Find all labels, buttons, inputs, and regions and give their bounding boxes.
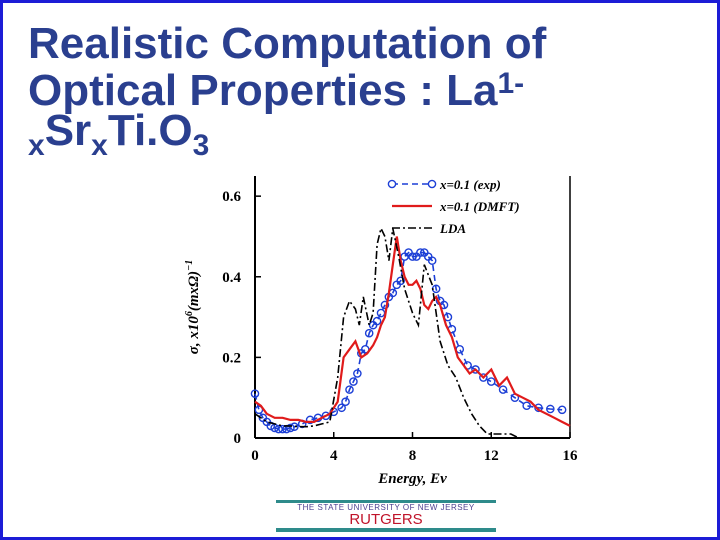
rutgers-footer: THE STATE UNIVERSITY OF NEW JERSEY RUTGE… xyxy=(276,500,496,534)
data-point xyxy=(364,328,374,338)
data-point xyxy=(479,373,488,382)
data-point xyxy=(380,300,390,310)
data-point xyxy=(250,389,260,398)
legend-label: LDA xyxy=(439,221,466,236)
chart-plot-area xyxy=(250,226,571,439)
series-line xyxy=(254,236,571,427)
data-point xyxy=(321,411,331,421)
x-tick-label: 4 xyxy=(330,448,338,464)
chart-legend: x=0.1 (exp) x=0.1 (DMFT) LDA xyxy=(387,177,520,236)
y-axis-label: σ, x106(mxΩ)−1 xyxy=(184,260,202,355)
data-point xyxy=(305,415,315,425)
title-x1: x xyxy=(28,129,45,162)
y-tick-label: 0.6 xyxy=(222,189,241,205)
data-point xyxy=(416,248,425,257)
series-line xyxy=(254,226,531,439)
title-sr: Sr xyxy=(44,106,92,155)
legend-marker xyxy=(427,179,437,189)
legend-marker xyxy=(387,179,397,189)
data-point xyxy=(372,316,382,326)
x-tick-label: 12 xyxy=(484,448,499,464)
chart-svg: 0 4 8 12 16 0 0.2 0.4 0.6 x=0.1 (exp) x=0.1 (DMFT… xyxy=(184,176,578,487)
legend-label: x=0.1 (DMFT) xyxy=(439,199,520,214)
title-line-3: xSrxTi.O3 xyxy=(28,109,688,166)
data-point xyxy=(286,423,295,433)
data-point xyxy=(396,276,405,286)
data-point xyxy=(427,256,437,265)
footer-top-bar xyxy=(276,500,496,503)
slide-title: Realistic Computation of Optical Propert… xyxy=(28,19,688,166)
data-point xyxy=(471,365,480,374)
footer-bottom-bar xyxy=(276,528,496,532)
y-tick-label: 0 xyxy=(234,431,242,447)
data-point xyxy=(546,404,555,414)
y-tick-label: 0.4 xyxy=(222,270,241,286)
title-o: O xyxy=(158,106,193,155)
title-x2: x xyxy=(91,129,108,162)
title-line-2: Optical Properties : La1- xyxy=(28,64,688,113)
title-line-2-sub: 1- xyxy=(497,67,525,100)
data-point xyxy=(522,401,531,411)
x-tick-label: 0 xyxy=(251,448,259,464)
footer-university: THE STATE UNIVERSITY OF NEW JERSEY xyxy=(297,503,475,512)
data-point xyxy=(486,377,496,386)
optical-conductivity-chart: 0 4 8 12 16 0 0.2 0.4 0.6 x=0.1 (exp) x=0.1 (DMFT… xyxy=(170,168,590,493)
y-axis-label-power: 6 xyxy=(184,311,195,316)
footer-brand: RUTGERS xyxy=(349,511,423,528)
y-tick-label: 0.2 xyxy=(222,350,241,366)
y-axis-label-prefix: σ, x10 xyxy=(186,316,202,355)
x-tick-label: 16 xyxy=(563,448,579,464)
data-point xyxy=(349,377,358,386)
data-point xyxy=(557,405,567,415)
title-line-2-main: Optical Properties : La xyxy=(28,66,498,115)
y-axis-label-unit-power: −1 xyxy=(184,260,195,271)
data-point xyxy=(337,403,346,413)
title-3: 3 xyxy=(192,129,210,162)
data-point xyxy=(345,385,354,394)
y-axis-label-unit: (mxΩ) xyxy=(186,271,202,311)
data-point xyxy=(278,424,287,434)
title-line-1: Realistic Computation of xyxy=(28,19,547,68)
title-ti: Ti. xyxy=(107,106,159,155)
x-tick-label: 8 xyxy=(409,448,417,464)
x-axis-label: Energy, Ev xyxy=(377,471,447,487)
data-point xyxy=(408,252,417,261)
data-point xyxy=(341,397,350,407)
data-point xyxy=(376,308,386,318)
series-line xyxy=(254,251,563,430)
data-point xyxy=(498,385,508,394)
data-point xyxy=(534,403,543,413)
chart-axes: 0 4 8 12 16 0 0.2 0.4 0.6 xyxy=(222,176,578,464)
data-point xyxy=(353,369,362,378)
legend-label: x=0.1 (exp) xyxy=(439,177,501,192)
